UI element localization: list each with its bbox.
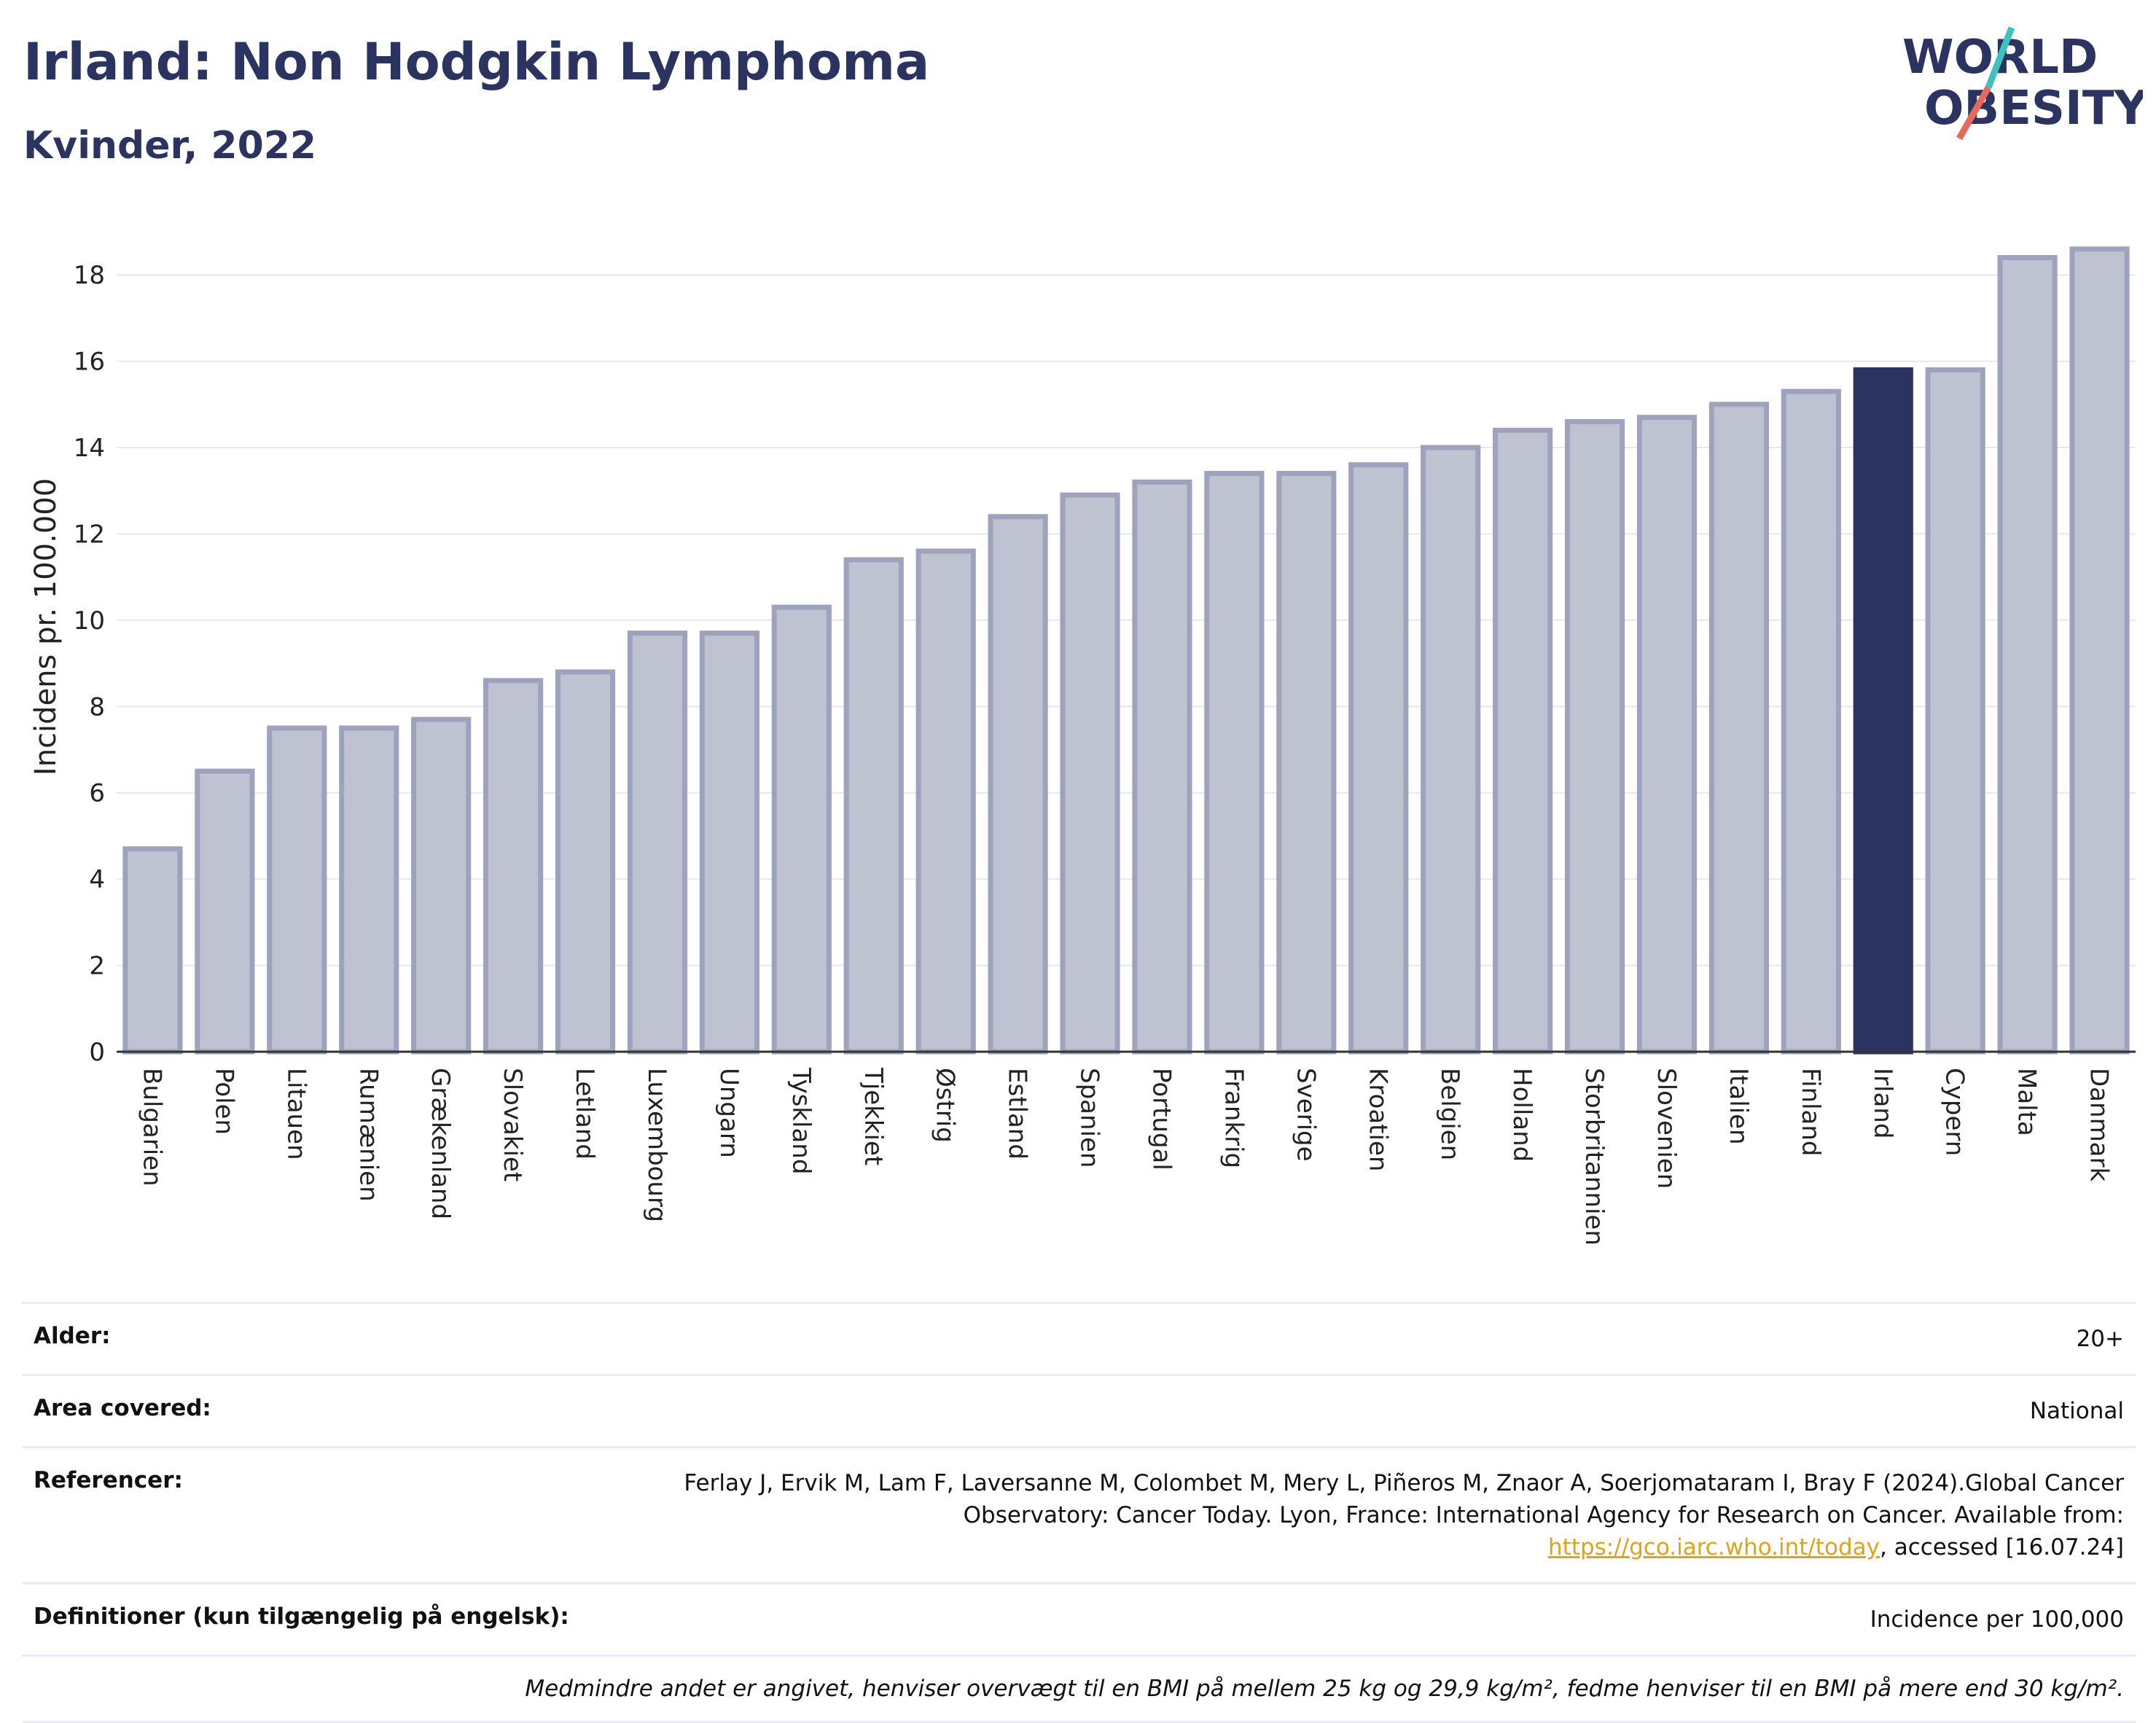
x-tick-label: Litauen <box>281 1068 310 1160</box>
bar-spanien <box>1060 492 1120 1055</box>
y-tick-label: 4 <box>89 865 105 894</box>
y-tick-label: 8 <box>89 692 105 722</box>
bar-luxembourg <box>627 630 688 1055</box>
bar-bulgarien <box>122 846 183 1055</box>
info-table: Alder: 20+ Area covered: National Refere… <box>22 1302 2136 1723</box>
world-obesity-logo: WORLD OBESITY <box>1902 26 2143 141</box>
y-axis-label: Incidens pr. 100.000 <box>29 478 63 775</box>
bar-letland <box>555 669 616 1055</box>
x-tick-label: Tjekkiet <box>859 1067 888 1165</box>
info-value: Incidence per 100,000 <box>1870 1606 2124 1633</box>
chart-title: Irland: Non Hodgkin Lymphoma <box>23 32 930 92</box>
x-tick-label: Bulgarien <box>137 1068 166 1187</box>
x-tick-label: Finland <box>1796 1068 1825 1157</box>
y-axis-ticks: 0 2 4 6 8 10 12 14 16 18 <box>74 261 105 1067</box>
bar-finland <box>1781 388 1841 1055</box>
bar-grækenland <box>411 716 472 1055</box>
x-tick-label: Danmark <box>2085 1068 2114 1181</box>
bar-chart: 0 2 4 6 8 10 12 14 16 18 Bulgarien Polen Litauen Rum… <box>29 246 2136 1246</box>
bar-tjekkiet <box>843 557 904 1055</box>
bar-polen <box>195 768 255 1055</box>
y-tick-label: 10 <box>74 606 105 636</box>
x-tick-label: Letland <box>570 1068 599 1160</box>
bar-sverige <box>1276 471 1337 1055</box>
svg-text:OBESITY: OBESITY <box>1924 82 2143 136</box>
info-row-area: Area covered: National <box>22 1374 2136 1446</box>
bar-slovakiet <box>483 678 544 1055</box>
x-tick-label: Slovakiet <box>498 1068 527 1181</box>
bar-cypern <box>1925 367 1985 1055</box>
x-tick-label: Storbritannien <box>1579 1068 1609 1246</box>
y-tick-label: 12 <box>74 520 105 549</box>
info-label: Referencer: <box>34 1467 183 1493</box>
info-row-age: Alder: 20+ <box>22 1302 2136 1374</box>
bar-slovenien <box>1636 415 1698 1055</box>
info-row-definitions: Definitioner (kun tilgængelig på engelsk… <box>22 1582 2136 1654</box>
x-tick-label: Sverige <box>1291 1068 1320 1162</box>
info-row-references: Referencer: Ferlay J, Ervik M, Lam F, La… <box>22 1446 2136 1582</box>
x-tick-label: Italien <box>1724 1068 1753 1145</box>
x-tick-label: Kroatien <box>1363 1068 1392 1171</box>
x-tick-label: Irland <box>1868 1068 1897 1138</box>
chart-subtitle: Kvinder, 2022 <box>23 124 317 168</box>
x-tick-label: Holland <box>1507 1068 1536 1162</box>
info-value: 20+ <box>2076 1326 2124 1352</box>
x-tick-label: Malta <box>2012 1068 2042 1136</box>
bar-estland <box>988 514 1048 1055</box>
x-tick-label: Slovenien <box>1652 1068 1681 1189</box>
info-label: Area covered: <box>34 1395 211 1421</box>
bar-danmark <box>2069 246 2130 1055</box>
x-tick-label: Estland <box>1003 1068 1032 1160</box>
x-tick-label: Ungarn <box>714 1068 743 1158</box>
bar-holland <box>1493 427 1553 1055</box>
bar-ungarn <box>699 630 759 1055</box>
y-tick-label: 18 <box>74 261 105 290</box>
y-tick-label: 16 <box>74 348 105 377</box>
x-tick-label: Cypern <box>1940 1068 1969 1156</box>
bar-storbritannien <box>1564 419 1625 1055</box>
x-tick-label: Belgien <box>1435 1068 1464 1160</box>
bars <box>122 246 2130 1055</box>
info-label: Definitioner (kun tilgængelig på engelsk… <box>34 1603 569 1630</box>
bar-irland <box>1853 367 1913 1055</box>
x-tick-label: Frankrig <box>1219 1068 1248 1168</box>
x-tick-label: Portugal <box>1147 1068 1176 1171</box>
x-tick-label: Spanien <box>1075 1068 1104 1168</box>
bar-malta <box>1997 255 2058 1055</box>
y-tick-label: 2 <box>89 952 105 981</box>
bar-frankrig <box>1204 471 1265 1055</box>
footnote: Medmindre andet er angivet, henviser ove… <box>22 1654 2136 1723</box>
x-tick-label: Rumænien <box>354 1068 383 1202</box>
bar-portugal <box>1132 479 1192 1055</box>
y-tick-label: 0 <box>89 1038 105 1067</box>
bar-tyskland <box>771 604 832 1055</box>
y-tick-label: 14 <box>74 434 105 463</box>
x-tick-label: Luxembourg <box>642 1068 671 1222</box>
bar-italien <box>1708 402 1769 1055</box>
info-label: Alder: <box>34 1323 111 1349</box>
info-value: National <box>2029 1398 2124 1424</box>
y-tick-label: 6 <box>89 779 105 808</box>
bar-rumænien <box>339 725 399 1055</box>
info-value: Ferlay J, Ervik M, Lam F, Laversanne M, … <box>684 1470 2124 1560</box>
bar-østrig <box>915 548 976 1055</box>
x-tick-label: Tyskland <box>786 1067 816 1174</box>
x-tick-label: Grækenland <box>426 1068 455 1219</box>
bar-belgien <box>1421 445 1481 1055</box>
x-tick-label: Østrig <box>931 1068 960 1143</box>
x-axis-ticks: Bulgarien Polen Litauen Rumænien Grækenland S… <box>137 1067 2113 1246</box>
reference-link[interactable]: https://gco.iarc.who.int/today <box>1548 1534 1880 1560</box>
x-tick-label: Polen <box>209 1068 238 1135</box>
bar-kroatien <box>1348 462 1409 1055</box>
bar-litauen <box>267 725 327 1055</box>
